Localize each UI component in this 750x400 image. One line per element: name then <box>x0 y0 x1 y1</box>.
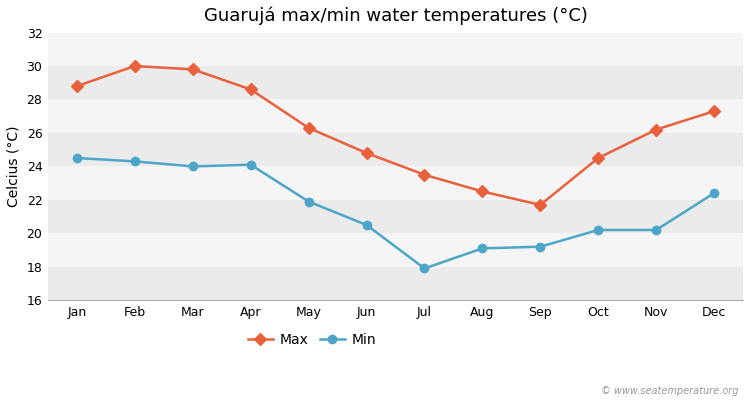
Y-axis label: Celcius (°C): Celcius (°C) <box>7 126 21 207</box>
Min <box>420 266 429 271</box>
Min <box>304 199 313 204</box>
Min <box>362 222 371 227</box>
Line: Min: Min <box>73 154 718 273</box>
Min <box>536 244 544 249</box>
Max <box>73 84 82 88</box>
Text: © www.seatemperature.org: © www.seatemperature.org <box>602 386 739 396</box>
Min <box>130 159 140 164</box>
Bar <box>48 267 743 300</box>
Max <box>594 156 603 160</box>
Min <box>652 228 661 232</box>
Max <box>710 109 718 114</box>
Max <box>652 127 661 132</box>
Min <box>246 162 255 167</box>
Max <box>362 151 371 156</box>
Max <box>130 64 140 68</box>
Min <box>478 246 487 251</box>
Legend: Max, Min: Max, Min <box>242 327 382 352</box>
Title: Guarujá max/min water temperatures (°C): Guarujá max/min water temperatures (°C) <box>203 7 587 26</box>
Bar <box>48 133 743 166</box>
Max <box>304 126 313 130</box>
Bar <box>48 233 743 267</box>
Max <box>188 67 197 72</box>
Min <box>188 164 197 169</box>
Max <box>536 202 544 207</box>
Min <box>594 228 603 232</box>
Bar <box>48 166 743 200</box>
Bar <box>48 66 743 100</box>
Max <box>420 172 429 177</box>
Max <box>478 189 487 194</box>
Min <box>73 156 82 160</box>
Bar <box>48 100 743 133</box>
Line: Max: Max <box>73 62 718 209</box>
Min <box>710 191 718 196</box>
Bar <box>48 200 743 233</box>
Max <box>246 87 255 92</box>
Bar <box>48 32 743 66</box>
